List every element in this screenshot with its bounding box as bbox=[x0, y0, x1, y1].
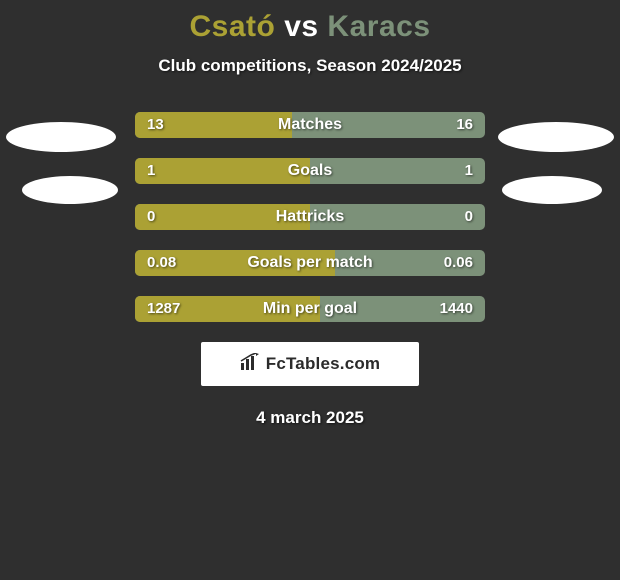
page-title: Csató vs Karacs bbox=[0, 0, 620, 44]
stat-value-right: 0 bbox=[465, 204, 473, 230]
stat-row: 13Matches16 bbox=[135, 112, 485, 138]
team-badge-left-1 bbox=[6, 122, 116, 152]
stat-left-fill bbox=[135, 250, 335, 276]
vs-label: vs bbox=[284, 10, 318, 43]
bar-chart-icon bbox=[240, 353, 260, 376]
stat-row: 1Goals1 bbox=[135, 158, 485, 184]
stat-left-fill bbox=[135, 296, 320, 322]
team-badge-left-2 bbox=[22, 176, 118, 204]
stat-left-fill bbox=[135, 204, 310, 230]
stat-value-right: 1 bbox=[465, 158, 473, 184]
stat-value-right: 0.06 bbox=[444, 250, 473, 276]
player1-name: Csató bbox=[190, 10, 276, 43]
stat-left-fill bbox=[135, 158, 310, 184]
stat-row: 0.08Goals per match0.06 bbox=[135, 250, 485, 276]
branding-text: FcTables.com bbox=[266, 354, 381, 374]
subtitle: Club competitions, Season 2024/2025 bbox=[0, 56, 620, 76]
stat-left-fill bbox=[135, 112, 292, 138]
date-label: 4 march 2025 bbox=[0, 408, 620, 428]
stat-value-right: 1440 bbox=[440, 296, 473, 322]
stat-row: 1287Min per goal1440 bbox=[135, 296, 485, 322]
branding-box: FcTables.com bbox=[201, 342, 419, 386]
comparison-card: Csató vs Karacs Club competitions, Seaso… bbox=[0, 0, 620, 580]
stat-row: 0Hattricks0 bbox=[135, 204, 485, 230]
stat-value-right: 16 bbox=[456, 112, 473, 138]
team-badge-right-1 bbox=[498, 122, 614, 152]
player2-name: Karacs bbox=[327, 10, 430, 43]
team-badge-right-2 bbox=[502, 176, 602, 204]
